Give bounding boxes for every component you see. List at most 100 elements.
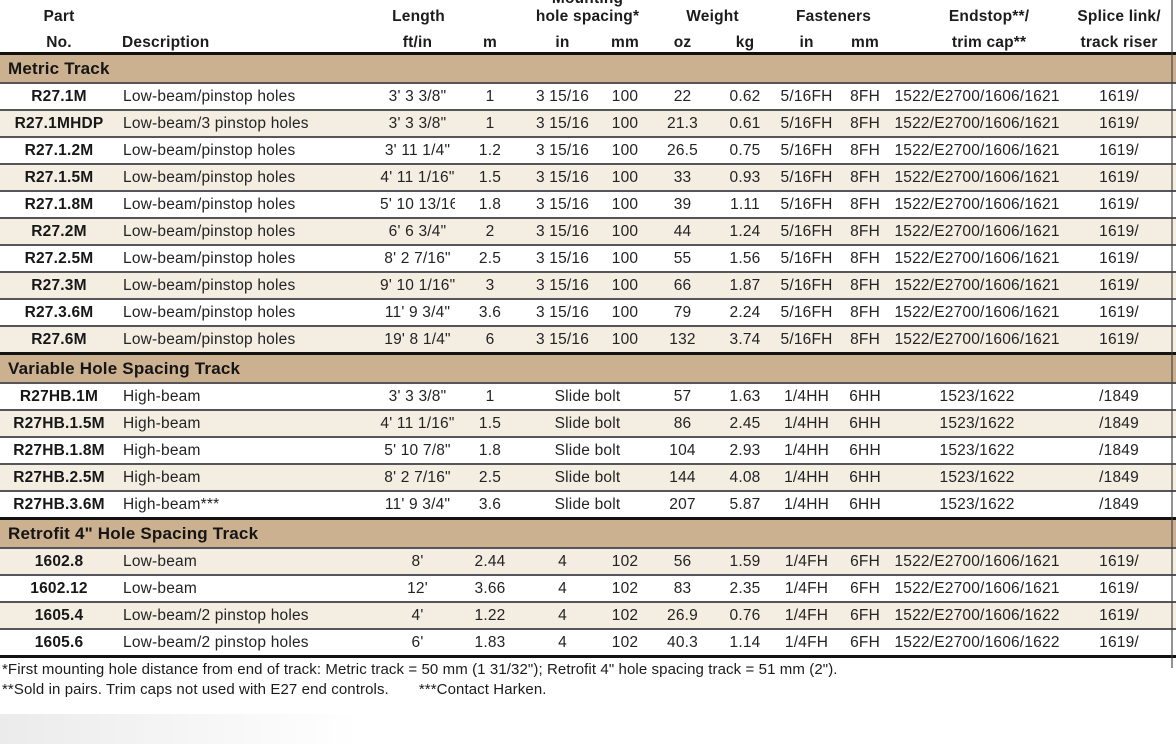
cell-description: Low-beam/pinstop holes (118, 82, 380, 110)
cell-weight-kg: 1.56 (715, 244, 776, 272)
cell-length-m: 1.5 (455, 409, 526, 437)
cell-weight-oz: 79 (650, 298, 716, 326)
cell-description: High-beam (118, 463, 380, 491)
cell-part-no: R27.1.8M (0, 190, 118, 218)
cell-part-no: R27HB.1.5M (0, 409, 118, 437)
cell-description: Low-beam/pinstop holes (118, 271, 380, 299)
cell-weight-kg: 1.63 (715, 382, 776, 410)
cell-endstop: 1523/1622 (892, 382, 1063, 410)
cell-weight-oz: 22 (650, 82, 716, 110)
cell-length-m: 1 (455, 82, 526, 110)
cell-splice-link: /1849 (1062, 463, 1176, 491)
cell-fastener-mm: 6HH (838, 409, 893, 437)
table-header: Part Length Mounting hole spacing* Weigh… (0, 0, 1176, 55)
cell-weight-kg: 2.45 (715, 409, 776, 437)
cell-hole-in: 3 15/16 (525, 136, 601, 164)
cell-part-no: 1602.12 (0, 574, 118, 602)
cell-length-ftin: 8' 2 7/16" (380, 463, 455, 491)
cell-weight-kg: 1.59 (715, 547, 776, 575)
cell-endstop: 1522/E2700/1606/1621 (892, 82, 1063, 110)
cell-endstop: 1522/E2700/1606/1621 (892, 325, 1063, 354)
header-length-ftin: ft/in (380, 26, 455, 55)
cell-hole-spacing: Slide bolt (525, 382, 651, 410)
cell-hole-mm: 100 (600, 190, 651, 218)
cell-part-no: 1605.4 (0, 601, 118, 629)
cell-hole-in: 3 15/16 (525, 298, 601, 326)
cell-part-no: R27.3M (0, 271, 118, 299)
header-description-spacer (118, 0, 380, 26)
cell-fastener-in: 5/16FH (775, 82, 839, 110)
cell-hole-spacing: Slide bolt (525, 436, 651, 464)
cell-splice-link: 1619/ (1062, 136, 1176, 164)
cell-fastener-in: 1/4HH (775, 382, 839, 410)
cell-fastener-in: 5/16FH (775, 109, 839, 137)
cell-weight-oz: 56 (650, 547, 716, 575)
header-weight-group: Weight (686, 8, 739, 25)
cell-length-ftin: 12' (380, 574, 455, 602)
cell-length-ftin: 5' 10 13/16" (380, 190, 455, 218)
parts-spec-table: Part Length Mounting hole spacing* Weigh… (0, 0, 1176, 658)
cell-part-no: R27.6M (0, 325, 118, 354)
cell-description: Low-beam/2 pinstop holes (118, 601, 380, 629)
cell-hole-mm: 100 (600, 109, 651, 137)
cell-length-m: 1.8 (455, 436, 526, 464)
cell-length-ftin: 3' 11 1/4" (380, 136, 455, 164)
cell-hole-in: 3 15/16 (525, 190, 601, 218)
header-description: Description (118, 26, 380, 55)
cell-splice-link: 1619/ (1062, 271, 1176, 299)
cell-endstop: 1523/1622 (892, 490, 1063, 519)
cell-length-ftin: 3' 3 3/8" (380, 382, 455, 410)
cell-length-m: 3.6 (455, 490, 526, 519)
cell-fastener-in: 1/4HH (775, 490, 839, 519)
cell-part-no: R27HB.1.8M (0, 436, 118, 464)
cell-hole-mm: 100 (600, 325, 651, 354)
table-row: 1602.12 Low-beam 12' 3.66 4 102 83 2.35 1/4FH 6FH… (0, 574, 1176, 602)
header-splice-line2: track riser (1062, 26, 1176, 55)
scan-page-edge (1171, 0, 1173, 668)
table-row: R27HB.1M High-beam 3' 3 3/8" 1 Slide bolt 57 1… (0, 382, 1176, 410)
cell-part-no: R27.1MHDP (0, 109, 118, 137)
cell-fastener-in: 1/4HH (775, 409, 839, 437)
cell-length-m: 3.6 (455, 298, 526, 326)
table-row: R27.1M Low-beam/pinstop holes 3' 3 3/8" 1 3 … (0, 82, 1176, 110)
cell-description: Low-beam/pinstop holes (118, 325, 380, 354)
cell-weight-oz: 83 (650, 574, 716, 602)
header-unit-row: No. Description ft/in m in mm oz kg in m… (0, 26, 1176, 55)
cell-hole-in: 3 15/16 (525, 82, 601, 110)
cell-weight-oz: 40.3 (650, 628, 716, 658)
cell-length-ftin: 8' 2 7/16" (380, 244, 455, 272)
cell-fastener-mm: 6FH (838, 547, 893, 575)
cell-fastener-mm: 6FH (838, 628, 893, 658)
table-row: R27.3.6M Low-beam/pinstop holes 11' 9 3/4"… (0, 298, 1176, 326)
cell-fastener-in: 5/16FH (775, 136, 839, 164)
cell-length-ftin: 3' 3 3/8" (380, 109, 455, 137)
cell-fastener-in: 1/4HH (775, 436, 839, 464)
cell-fastener-in: 5/16FH (775, 244, 839, 272)
cell-length-ftin: 11' 9 3/4" (380, 490, 455, 519)
cell-hole-spacing: Slide bolt (525, 409, 651, 437)
cell-weight-kg: 2.24 (715, 298, 776, 326)
section-title: Variable Hole Spacing Track (0, 352, 1176, 384)
cell-description: Low-beam/3 pinstop holes (118, 109, 380, 137)
header-splice-line1: Splice link/ (1077, 8, 1161, 25)
cell-endstop: 1522/E2700/1606/1621 (892, 547, 1063, 575)
cell-splice-link: 1619/ (1062, 217, 1176, 245)
table-row: 1602.8 Low-beam 8' 2.44 4 102 56 1.59 1/4FH 6FH 15… (0, 547, 1176, 575)
cell-fastener-in: 1/4FH (775, 574, 839, 602)
cell-description: High-beam (118, 382, 380, 410)
cell-length-ftin: 11' 9 3/4" (380, 298, 455, 326)
cell-weight-oz: 66 (650, 271, 716, 299)
cell-weight-kg: 3.74 (715, 325, 776, 354)
cell-part-no: R27.3.6M (0, 298, 118, 326)
footnotes: *First mounting hole distance from end o… (0, 660, 1176, 700)
cell-weight-kg: 1.24 (715, 217, 776, 245)
cell-hole-spacing: Slide bolt (525, 463, 651, 491)
cell-hole-in: 3 15/16 (525, 217, 601, 245)
cell-endstop: 1522/E2700/1606/1621 (892, 109, 1063, 137)
cell-part-no: R27HB.2.5M (0, 463, 118, 491)
cell-hole-mm: 100 (600, 298, 651, 326)
cell-length-ftin: 3' 3 3/8" (380, 82, 455, 110)
header-group-row: Part Length Mounting hole spacing* Weigh… (0, 0, 1176, 26)
cell-fastener-in: 5/16FH (775, 325, 839, 354)
